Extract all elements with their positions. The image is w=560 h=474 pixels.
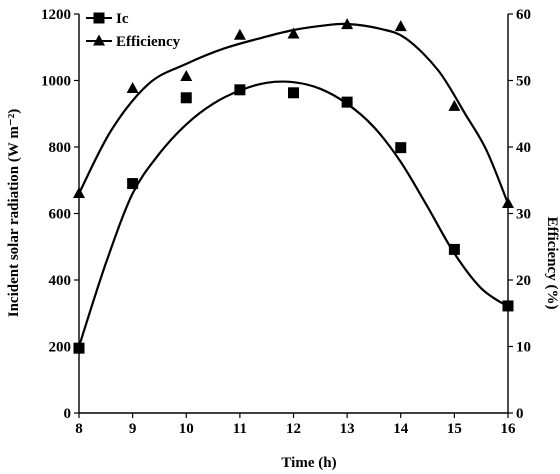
fit-curves: [77, 22, 510, 347]
right-y-tick-label: 30: [516, 207, 531, 223]
right-y-axis-ticks: 0 10 20 30 40 50 60: [508, 7, 531, 422]
left-y-axis-ticks: 0 200 400 600 800 1000 1200: [41, 7, 79, 422]
efficiency-point: [233, 28, 246, 40]
x-tick-label: 14: [393, 421, 409, 437]
right-y-tick-label: 0: [516, 406, 524, 422]
x-tick-label: 11: [233, 421, 247, 437]
left-y-tick-label: 200: [49, 340, 72, 356]
left-y-tick-label: 400: [49, 273, 72, 289]
plot-frame: [78, 14, 509, 414]
ic-point: [395, 142, 407, 154]
right-y-axis-title: Efficiency (%): [544, 217, 560, 310]
right-y-tick-label: 40: [516, 140, 531, 156]
efficiency-point: [287, 27, 300, 39]
ic-point: [234, 84, 246, 96]
ic-point: [288, 87, 299, 99]
left-y-tick-label: 1200: [41, 7, 71, 23]
x-tick-label: 13: [340, 421, 355, 437]
x-tick-label: 15: [447, 421, 462, 437]
ic-point: [180, 92, 192, 104]
right-y-tick-label: 10: [516, 340, 531, 356]
x-tick-label: 8: [75, 421, 83, 437]
legend-efficiency-marker: [93, 34, 105, 46]
efficiency-point: [394, 20, 407, 32]
ic-point: [448, 243, 460, 255]
efficiency-point: [126, 81, 139, 93]
efficiency-point: [448, 99, 461, 111]
legend-efficiency-label: Efficiency: [116, 34, 181, 50]
legend-ic-marker: [93, 12, 105, 24]
left-y-tick-label: 600: [49, 207, 72, 223]
efficiency-point: [502, 197, 514, 209]
legend-ic-label: Ic: [116, 11, 129, 27]
right-y-tick-label: 20: [516, 273, 531, 289]
efficiency-point: [73, 187, 85, 199]
data-points: [73, 18, 514, 354]
ic-point: [127, 178, 139, 190]
legend: Ic Efficiency: [86, 11, 181, 50]
ic-point: [502, 300, 514, 312]
left-y-tick-label: 800: [49, 140, 72, 156]
efficiency-point: [180, 70, 193, 82]
left-y-tick-label: 0: [64, 406, 72, 422]
x-axis-title: Time (h): [281, 455, 336, 471]
ic-point: [73, 342, 85, 354]
ic-fit-curve: [77, 80, 509, 347]
efficiency-point: [341, 18, 354, 30]
left-y-tick-label: 1000: [41, 74, 71, 90]
x-tick-label: 16: [501, 421, 517, 437]
left-y-axis-title: Incident solar radiation (W m⁻²): [6, 109, 22, 318]
efficiency-fit-curve: [78, 22, 510, 204]
x-tick-label: 10: [179, 421, 194, 437]
right-y-tick-label: 60: [516, 7, 531, 23]
right-y-tick-label: 50: [516, 74, 531, 90]
x-axis-ticks: 8 9 10 11 12 13 14 15 16: [75, 413, 516, 437]
x-tick-label: 9: [129, 421, 137, 437]
ic-point: [341, 96, 353, 108]
x-tick-label: 12: [286, 421, 301, 437]
